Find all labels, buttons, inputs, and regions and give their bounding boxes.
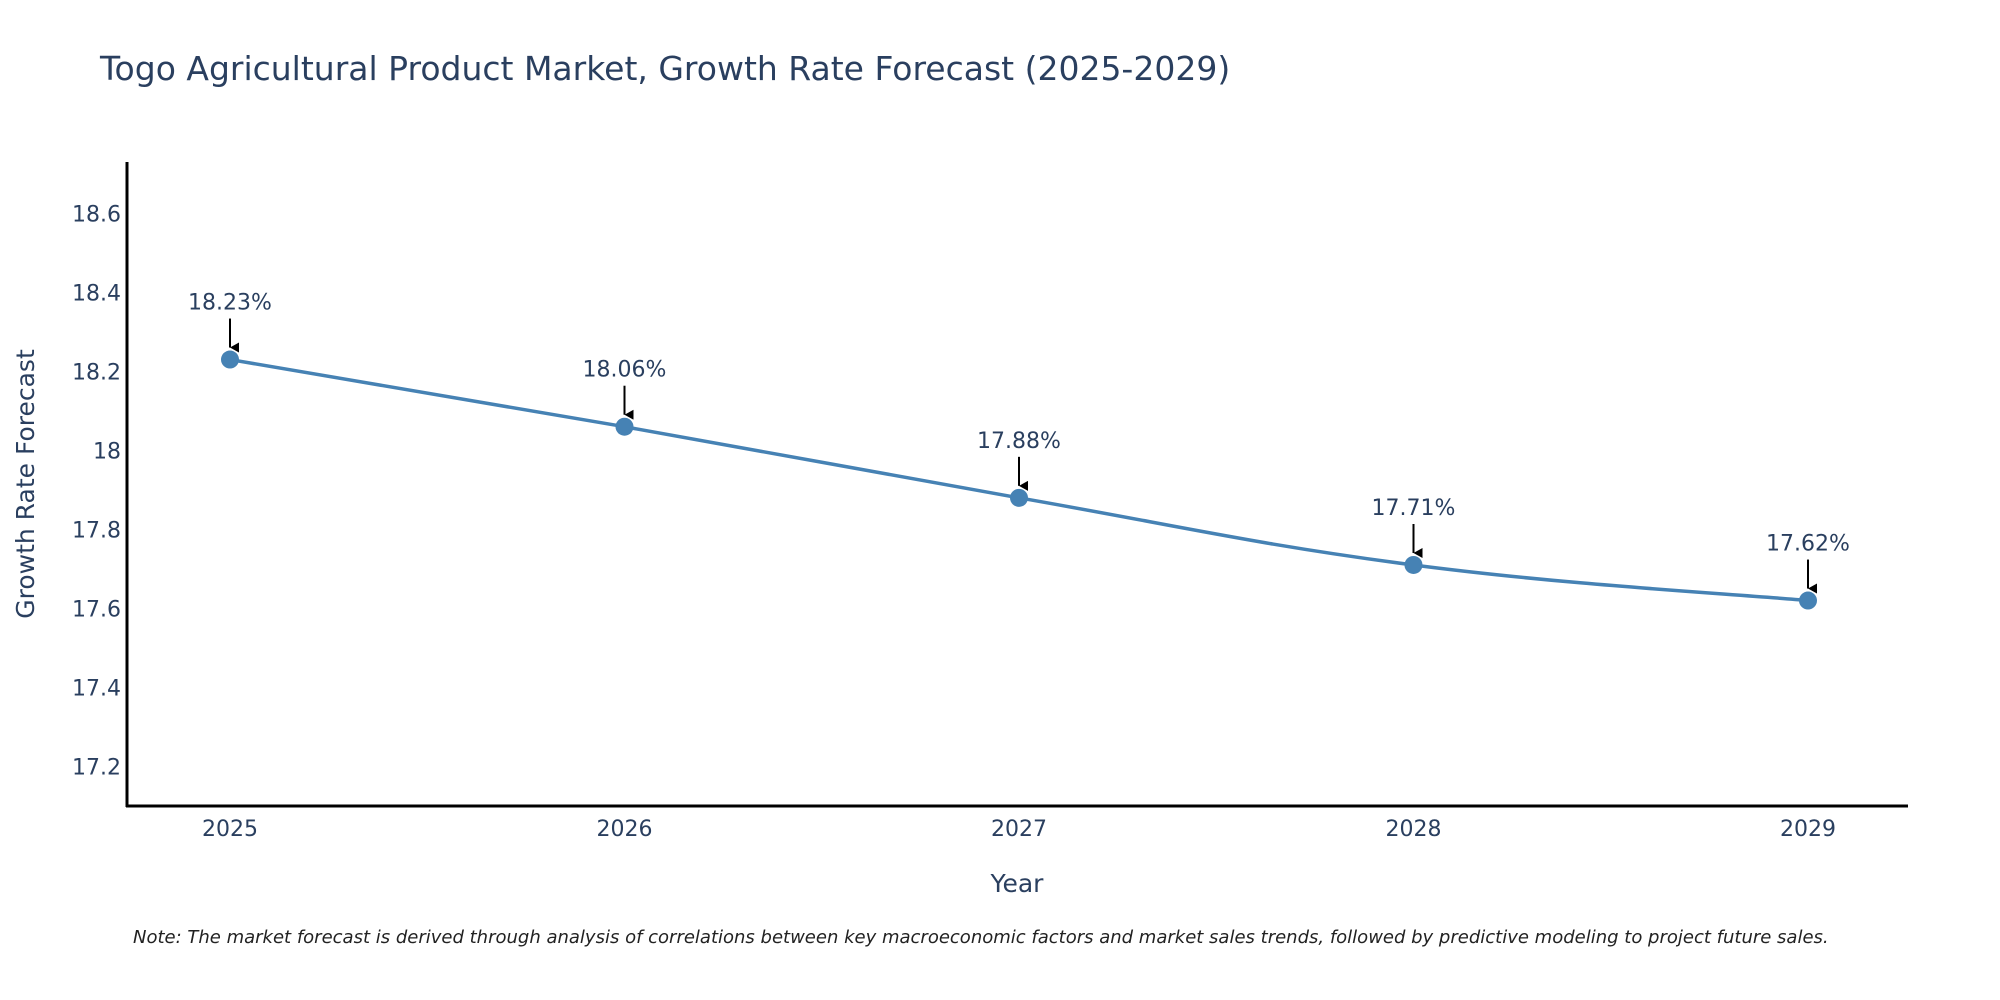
chart-note: Note: The market forecast is derived thr… — [133, 927, 1829, 948]
data-point — [221, 350, 239, 369]
y-axis-ticks: 17.2 17.4 17.6 17.8 18 18.2 18.4 18.6 — [72, 202, 121, 780]
data-label: 18.23% — [188, 291, 272, 316]
data-label: 17.62% — [1766, 532, 1850, 557]
x-tick-label: 2027 — [991, 817, 1047, 842]
data-label: 18.06% — [583, 358, 667, 383]
y-tick-label: 17.4 — [72, 676, 121, 701]
y-axis-title: Growth Rate Forecast — [11, 349, 40, 619]
y-tick-label: 18.6 — [72, 202, 121, 227]
y-tick-label: 17.6 — [72, 597, 121, 622]
x-tick-label: 2025 — [202, 817, 258, 842]
data-point — [1799, 591, 1817, 610]
data-point — [1010, 488, 1028, 507]
data-point — [1404, 555, 1423, 574]
data-annotations: 18.23% 18.06% 17.88% 17.71% 17.62% — [188, 291, 1850, 594]
y-tick-label: 18.2 — [72, 360, 121, 385]
y-tick-label: 18.4 — [72, 281, 121, 306]
y-tick-label: 17.2 — [72, 755, 121, 780]
chart-title: Togo Agricultural Product Market, Growth… — [99, 49, 1230, 88]
y-tick-label: 18 — [93, 439, 121, 464]
x-tick-label: 2026 — [597, 817, 653, 842]
x-axis-title: Year — [990, 869, 1045, 898]
data-point — [615, 417, 634, 436]
data-markers — [221, 350, 1817, 610]
x-tick-label: 2029 — [1780, 817, 1836, 842]
y-tick-label: 17.8 — [72, 518, 121, 543]
data-label: 17.71% — [1372, 496, 1456, 521]
x-axis-ticks: 2025 2026 2027 2028 2029 — [202, 817, 1836, 842]
data-label: 17.88% — [977, 429, 1061, 454]
x-tick-label: 2028 — [1386, 817, 1442, 842]
